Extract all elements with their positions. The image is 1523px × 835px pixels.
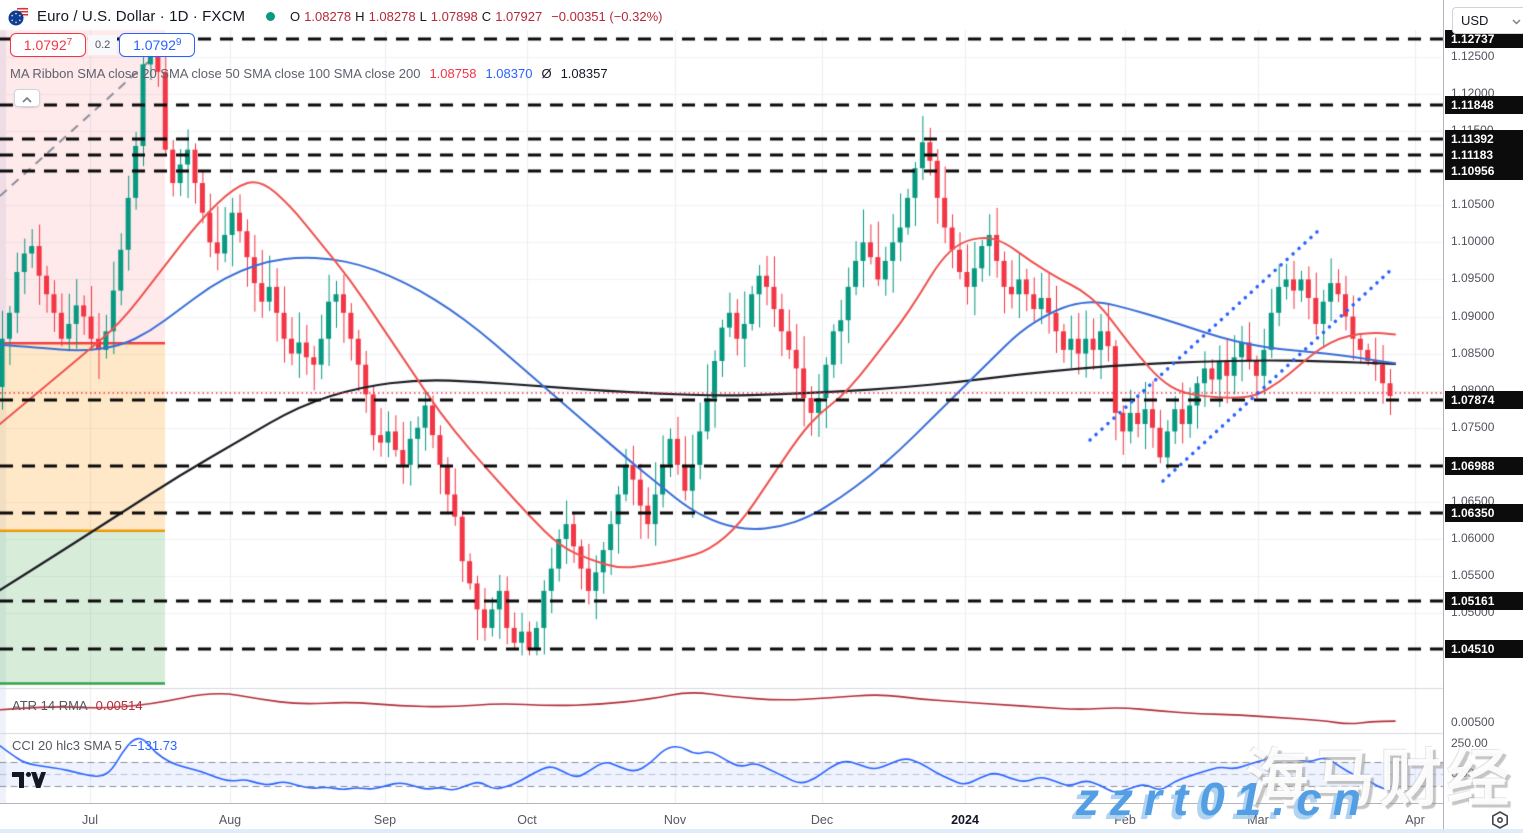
time-axis-label: Aug <box>218 813 242 827</box>
market-open-dot[interactable] <box>266 11 276 21</box>
price-tick-label: 1.10000 <box>1451 234 1495 249</box>
price-level-label: 1.06988 <box>1445 456 1523 475</box>
ma-avg-value: 1.08357 <box>560 66 608 81</box>
price-tick-label: 1.09500 <box>1451 271 1495 286</box>
price-tick-label: 1.05500 <box>1451 568 1495 583</box>
ohlc-value: 1.08278 <box>368 8 416 24</box>
indicator-legend-ma-ribbon[interactable]: MA Ribbon SMA close 20 SMA close 50 SMA … <box>10 66 608 81</box>
atr-title: ATR 14 RMA <box>12 698 88 713</box>
price-level-label: 1.11848 <box>1445 96 1523 115</box>
ma-avg-symbol: Ø <box>541 66 552 81</box>
time-axis-label: Apr <box>1405 813 1425 827</box>
gear-icon[interactable] <box>1490 810 1510 835</box>
ohlc-value: 1.08278 <box>304 8 352 24</box>
collapse-legend-button[interactable] <box>14 89 40 107</box>
ma-fast-value: 1.08758 <box>429 66 477 81</box>
price-level-label: 1.07874 <box>1445 391 1523 409</box>
atr-value: 0.00514 <box>95 698 143 713</box>
time-axis[interactable]: Jul Aug Sep Oct Nov Dec 2024 Feb Mar Apr <box>0 803 1443 834</box>
time-axis-label: Oct <box>517 813 537 827</box>
price-level-label: 1.11392 <box>1445 130 1523 149</box>
price-tick-label: 1.12500 <box>1451 48 1495 63</box>
tradingview-logo[interactable] <box>12 772 46 793</box>
spread-value: 0.2 <box>88 35 118 55</box>
bottom-edge-highlight <box>0 829 1523 833</box>
cci-value: −131.73 <box>129 738 178 753</box>
ohlc-value: 1.07927 <box>495 8 543 24</box>
currency-dropdown[interactable]: USD <box>1452 7 1523 34</box>
change-value: −0.00351 (−0.32%) <box>551 8 663 24</box>
currency-label: USD <box>1461 13 1489 28</box>
time-axis-label: Sep <box>373 813 397 827</box>
time-axis-label: Feb <box>1114 813 1136 827</box>
chevron-down-icon <box>1512 13 1521 28</box>
price-tick-label: 1.08500 <box>1451 345 1495 360</box>
atr-tick-label: 0.00500 <box>1451 715 1495 729</box>
cci-tick-label: 250.00 <box>1451 736 1488 750</box>
price-level-label: 1.04510 <box>1445 640 1523 659</box>
time-axis-label: Dec <box>810 813 834 827</box>
time-axis-label: 2024 <box>951 813 979 827</box>
price-tick-label: 1.09000 <box>1451 308 1495 323</box>
eu-us-flag-icon <box>8 6 30 26</box>
price-tick-label: 1.10500 <box>1451 197 1495 212</box>
price-level-label: 1.12737 <box>1445 30 1523 49</box>
price-level-label: 1.10956 <box>1445 162 1523 181</box>
ohlc-letter: H <box>355 8 365 24</box>
buy-price-button[interactable]: 1.0792 9 <box>119 33 196 57</box>
price-level-label: 1.11183 <box>1445 145 1523 164</box>
atr-indicator-legend[interactable]: ATR 14 RMA 0.00514 <box>12 698 143 713</box>
ohlc-value: 1.07898 <box>430 8 478 24</box>
ohlc-letter: O <box>290 8 301 24</box>
price-tick-label: 1.07500 <box>1451 419 1495 434</box>
chevron-up-icon <box>22 91 32 106</box>
symbol-title[interactable]: Euro / U.S. Dollar · 1D · FXCM <box>37 7 246 25</box>
time-axis-label: Mar <box>1247 813 1269 827</box>
chart-legend: Euro / U.S. Dollar · 1D · FXCM O 1.08278 H… <box>8 5 663 27</box>
ohlc-values: O 1.08278 H 1.08278 L 1.07898 C 1.07927 <box>290 9 542 24</box>
time-axis-label: Nov <box>663 813 687 827</box>
cci-indicator-legend[interactable]: CCI 20 hlc3 SMA 5 −131.73 <box>12 738 177 753</box>
sell-price-button[interactable]: 1.0792 7 <box>10 33 86 57</box>
ma-slow-value: 1.08370 <box>485 66 533 81</box>
ohlc-letter: C <box>481 8 492 24</box>
ohlc-letter: L <box>419 8 427 24</box>
cci-tick-label: 0.00 <box>1451 766 1475 780</box>
price-level-label: 1.06350 <box>1445 504 1523 522</box>
ma-ribbon-title: MA Ribbon SMA close 20 SMA close 50 SMA … <box>10 66 421 81</box>
time-axis-label: Jul <box>82 813 98 827</box>
cci-title: CCI 20 hlc3 SMA 5 <box>12 738 122 753</box>
quote-panel: 1.0792 7 0.2 1.0792 9 <box>10 33 196 57</box>
price-tick-label: 1.06000 <box>1451 530 1495 545</box>
price-scale[interactable]: USD 1.125001.120001.115001.105001.100001… <box>1443 0 1523 833</box>
price-level-label: 1.05161 <box>1445 592 1523 611</box>
